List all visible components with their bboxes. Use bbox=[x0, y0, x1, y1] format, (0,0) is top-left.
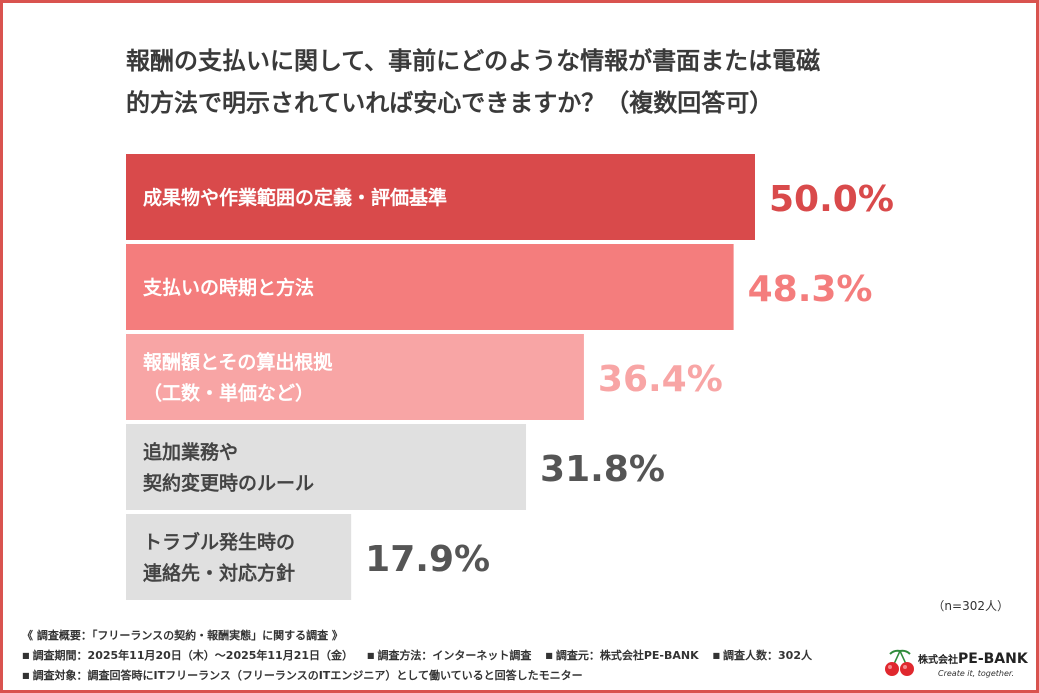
category-label-4-line-2: 契約変更時のルール bbox=[142, 472, 314, 495]
category-label-3-line-2: （工数・単価など） bbox=[143, 382, 314, 405]
cherry-icon bbox=[885, 649, 914, 676]
survey-target: 調査対象：調査回答時にITフリーランス（フリーランスのITエンジニア）として働い… bbox=[32, 669, 583, 682]
company-logo: 株式会社PE-BANK Create it, together. bbox=[880, 648, 1028, 680]
category-label-4-line-1: 追加業務や bbox=[143, 441, 238, 464]
logo-company-name: PE-BANK bbox=[958, 651, 1028, 667]
bar-3 bbox=[126, 334, 584, 420]
logo-tagline: Create it, together. bbox=[938, 669, 1015, 678]
value-label-4: 31.8% bbox=[540, 449, 665, 490]
category-label-5-line-1: トラブル発生時の bbox=[143, 531, 295, 554]
category-label-2-line-1: 支払いの時期と方法 bbox=[142, 276, 314, 299]
category-label-3-line-1: 報酬額とその算出根拠 bbox=[143, 351, 333, 374]
value-label-2: 48.3% bbox=[748, 269, 873, 310]
bar-4 bbox=[126, 424, 527, 510]
logo-text: 株式会社PE-BANK bbox=[918, 651, 1028, 667]
survey-details-row: ■ 調査期間：2025年11月20日（木）〜2025年11月21日（金） ■ 調査方… bbox=[22, 646, 882, 666]
logo-company-prefix: 株式会社 bbox=[918, 655, 958, 666]
value-label-5: 17.9% bbox=[365, 539, 490, 580]
category-label-5-line-2: 連絡先・対応方針 bbox=[143, 562, 295, 585]
survey-method: 調査方法：インターネット調査 bbox=[377, 649, 532, 662]
bullet-icon: ■ bbox=[22, 651, 30, 660]
chart-title: 報酬の支払いに関して、事前にどのような情報が書面または電磁 的方法で明示されてい… bbox=[126, 40, 926, 124]
bullet-icon: ■ bbox=[712, 651, 721, 660]
survey-count: 調査人数：302人 bbox=[723, 649, 812, 662]
category-label-1-line-1: 成果物や作業範囲の定義・評価基準 bbox=[143, 186, 447, 209]
value-label-1: 50.0% bbox=[769, 179, 894, 220]
survey-footer: 《 調査概要：「フリーランスの契約・報酬実態」に関する調査 》 ■ 調査期間：20… bbox=[22, 626, 882, 686]
survey-overview: 《 調査概要：「フリーランスの契約・報酬実態」に関する調査 》 bbox=[22, 629, 343, 642]
sample-size-note: （n=302人） bbox=[932, 599, 1009, 613]
bullet-icon: ■ bbox=[22, 671, 30, 680]
title-line-1: 報酬の支払いに関して、事前にどのような情報が書面または電磁 bbox=[126, 47, 821, 75]
bullet-icon: ■ bbox=[366, 651, 375, 660]
bullet-icon: ■ bbox=[545, 651, 553, 660]
bar-2 bbox=[126, 244, 734, 330]
value-label-3: 36.4% bbox=[598, 359, 723, 400]
survey-period: 調査期間：2025年11月20日（木）〜2025年11月21日（金） bbox=[32, 649, 354, 662]
title-line-2: 的方法で明示されていれば安心できますか？（複数回答可） bbox=[126, 89, 774, 117]
survey-source: 調査元：株式会社PE-BANK bbox=[555, 649, 699, 662]
survey-target-row: ■ 調査対象：調査回答時にITフリーランス（フリーランスのITエンジニア）として働… bbox=[22, 666, 882, 686]
bar-1 bbox=[126, 154, 755, 240]
bar-5 bbox=[126, 514, 352, 600]
